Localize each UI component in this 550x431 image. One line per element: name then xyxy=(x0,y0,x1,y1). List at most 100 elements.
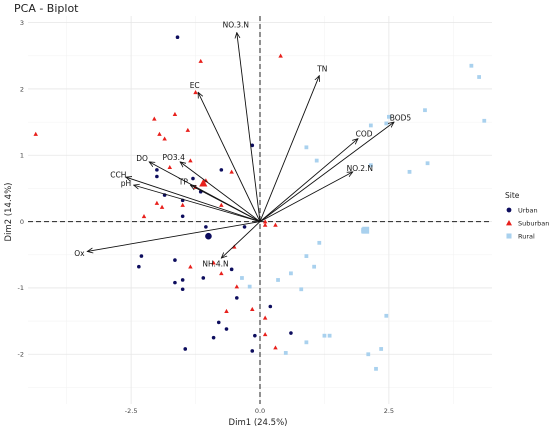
urban-point xyxy=(250,349,255,353)
x-tick-label: -2.5 xyxy=(125,407,138,415)
suburban-point xyxy=(159,204,165,209)
loading-label: EC xyxy=(190,81,200,90)
urban-point xyxy=(242,225,247,229)
y-tick-label: -1 xyxy=(18,284,24,292)
loading-label: NO.2.N xyxy=(347,164,373,173)
suburban-point xyxy=(154,200,160,205)
suburban-point xyxy=(224,308,229,313)
suburban-point xyxy=(262,332,268,337)
rural-point xyxy=(368,163,373,168)
urban-point xyxy=(183,347,188,351)
urban-point xyxy=(235,296,239,300)
urban-point xyxy=(137,264,141,269)
suburban-point xyxy=(211,260,216,265)
rural-centroid xyxy=(362,226,370,234)
rural-point xyxy=(314,158,319,163)
loading-label: TP xyxy=(178,177,189,186)
loading-label: TN xyxy=(316,64,327,73)
data-points xyxy=(33,35,487,371)
suburban-point xyxy=(219,271,224,276)
urban-point xyxy=(250,143,255,148)
reference-lines xyxy=(28,16,492,404)
loading-label: Ox xyxy=(74,249,85,258)
rural-point xyxy=(384,121,389,126)
loading-arrow xyxy=(134,185,261,223)
suburban-point xyxy=(188,158,193,163)
loading-arrow xyxy=(259,76,319,222)
loading-arrow xyxy=(221,221,261,258)
y-tick-label: 3 xyxy=(20,19,24,27)
suburban-centroid xyxy=(199,179,208,187)
legend-key-urban xyxy=(506,207,512,213)
suburban-point xyxy=(193,90,198,95)
urban-point xyxy=(180,214,185,219)
loading-arrow xyxy=(126,177,261,223)
rural-point xyxy=(289,271,293,276)
rural-point xyxy=(327,333,332,338)
suburban-point xyxy=(273,345,278,350)
rural-point xyxy=(482,118,487,123)
loading-arrow xyxy=(237,33,261,222)
loading-arrow xyxy=(259,139,358,222)
rural-point xyxy=(384,313,389,318)
urban-point xyxy=(173,280,177,285)
suburban-point xyxy=(273,222,278,227)
x-tick-label: 2.5 xyxy=(384,407,394,415)
legend-key-rural xyxy=(506,233,512,239)
loading-label: PO3.4 xyxy=(162,153,185,162)
suburban-point xyxy=(229,169,234,174)
suburban-point xyxy=(167,164,173,170)
rural-point xyxy=(299,287,304,292)
suburban-point xyxy=(185,127,191,132)
y-axis-label: Dim2 (14.4%) xyxy=(4,183,14,242)
rural-point xyxy=(304,254,309,258)
rural-point xyxy=(276,278,280,282)
legend-label-suburban: Suburban xyxy=(518,220,549,228)
suburban-point xyxy=(203,178,209,183)
urban-point xyxy=(216,320,221,325)
suburban-point xyxy=(172,111,178,116)
rural-point xyxy=(322,333,327,338)
rural-point xyxy=(247,284,252,289)
urban-point xyxy=(175,35,180,40)
urban-point xyxy=(191,176,195,181)
urban-centroid xyxy=(205,232,212,240)
chart-title: PCA - Biplot xyxy=(14,2,79,15)
rural-point xyxy=(469,63,474,68)
y-tick-label: -2 xyxy=(18,351,24,359)
rural-point xyxy=(283,351,288,355)
suburban-point xyxy=(162,136,167,141)
urban-point xyxy=(201,276,206,280)
rural-point xyxy=(368,123,373,128)
rural-point xyxy=(366,352,371,357)
urban-point xyxy=(155,174,159,179)
suburban-point xyxy=(157,131,162,136)
rural-point xyxy=(304,145,309,150)
tick-labels: -2.5 0.0 2.5 -2 -1 0 1 2 3 xyxy=(18,19,395,415)
rural-point xyxy=(240,276,244,280)
rural-point xyxy=(312,264,317,269)
urban-point xyxy=(253,333,257,338)
loading-label: BOD5 xyxy=(390,113,412,122)
suburban-point xyxy=(33,131,38,136)
urban-point xyxy=(219,168,224,172)
y-tick-label: 1 xyxy=(20,152,24,160)
rural-point xyxy=(379,347,384,351)
loading-arrow xyxy=(180,162,261,222)
rural-point xyxy=(477,75,482,79)
suburban-point xyxy=(234,284,240,289)
suburban-point xyxy=(250,306,255,311)
rural-point xyxy=(374,366,378,371)
rural-point xyxy=(423,108,427,113)
urban-point xyxy=(211,335,216,340)
suburban-point xyxy=(152,116,157,121)
urban-point xyxy=(204,225,208,229)
loading-label: COD xyxy=(356,130,373,139)
legend-key-suburban xyxy=(506,220,512,226)
loading-label: NH.4.N xyxy=(202,260,228,269)
rural-point xyxy=(407,169,412,174)
suburban-point xyxy=(278,53,283,58)
suburban-point xyxy=(180,202,185,207)
loading-arrow xyxy=(198,92,261,222)
